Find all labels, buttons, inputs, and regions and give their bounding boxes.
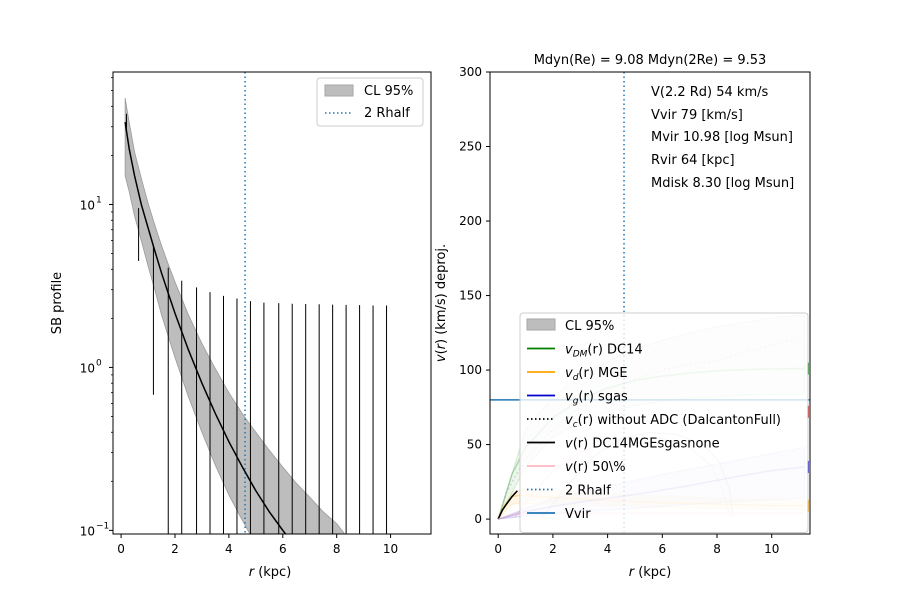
sb-confidence-band	[124, 97, 346, 534]
velocity-annotations: V(2.2 Rd) 54 km/s Vvir 79 [km/s] Mvir 10…	[651, 85, 794, 191]
velocity-xtick-label-8: 8	[713, 542, 721, 556]
sb-ytick-label-1: 10	[80, 361, 95, 375]
sb-ytick-exponent-1: 0	[96, 358, 102, 368]
annotation-v22rd: V(2.2 Rd) 54 km/s	[651, 85, 769, 100]
sb-ytick-label-0: 10	[80, 524, 95, 538]
sb-xtick-label-0: 0	[117, 542, 125, 556]
sb-legend-label-cl95: CL 95%	[364, 84, 413, 99]
velocity-legend-label-5: v(r) DC14MGEsgasnone	[565, 437, 720, 452]
sb-y-axis-label: SB profile	[50, 272, 65, 334]
velocity-ytick-label-200: 200	[459, 214, 482, 228]
velocity-ytick-label-300: 300	[459, 65, 482, 79]
annotation-mdisk: Mdisk 8.30 [log Msun]	[651, 176, 794, 191]
sb-model-line	[124, 122, 287, 534]
velocity-ytick-label-250: 250	[459, 140, 482, 154]
velocity-legend: CL 95% vDM(r) DC14 vd(r) MGE vg(r) sgas vc(r…	[519, 312, 809, 533]
sb-ytick-exponent-0: −1	[96, 521, 109, 531]
velocity-legend-label-2: vd(r) MGE	[565, 366, 628, 383]
velocity-xtick-label-0: 0	[494, 542, 502, 556]
velocity-panel: Mdyn(Re) = 9.08 Mdyn(2Re) = 9.53 0 2 4 6 8 10…	[434, 53, 811, 580]
sb-xtick-label-10: 10	[383, 542, 398, 556]
velocity-ytick-label-0: 0	[474, 512, 482, 526]
velocity-title: Mdyn(Re) = 9.08 Mdyn(2Re) = 9.53	[534, 53, 767, 68]
sb-xtick-label-2: 2	[171, 542, 179, 556]
sb-legend-label-2rhalf: 2 Rhalf	[364, 106, 410, 121]
sb-x-ticks: 0 2 4 6 8 10	[117, 534, 398, 556]
velocity-legend-label-7: 2 Rhalf	[565, 484, 611, 499]
velocity-axes-frame	[489, 71, 811, 535]
velocity-ytick-label-50: 50	[467, 438, 482, 452]
velocity-legend-label-6: v(r) 50\%	[565, 460, 626, 475]
velocity-xtick-label-10: 10	[764, 542, 779, 556]
velocity-ytick-label-150: 150	[459, 289, 482, 303]
velocity-xtick-label-6: 6	[658, 542, 666, 556]
velocity-legend-label-0: CL 95%	[565, 319, 614, 334]
velocity-legend-label-3: vg(r) sgas	[565, 390, 628, 407]
sb-legend: CL 95% 2 Rhalf	[316, 77, 424, 127]
velocity-x-ticks: 0 2 4 6 8 10	[494, 534, 779, 556]
sb-legend-patch-cl95	[324, 84, 354, 97]
annotation-mvir: Mvir 10.98 [log Msun]	[651, 130, 793, 145]
velocity-ytick-label-100: 100	[459, 363, 482, 377]
velocity-legend-label-8: Vvir	[565, 507, 591, 522]
velocity-x-axis-label: r (kpc)	[629, 565, 672, 580]
sb-xtick-label-8: 8	[333, 542, 341, 556]
annotation-vvir: Vvir 79 [km/s]	[651, 108, 743, 123]
sb-plot-area	[124, 72, 388, 534]
sb-ytick-label-2: 10	[80, 198, 95, 212]
velocity-legend-label-1: vDM(r) DC14	[565, 343, 643, 360]
velocity-xtick-label-4: 4	[604, 542, 612, 556]
sb-xtick-label-4: 4	[225, 542, 233, 556]
velocity-xtick-label-2: 2	[549, 542, 557, 556]
sb-xtick-label-6: 6	[279, 542, 287, 556]
velocity-legend-patch-0	[526, 318, 556, 331]
velocity-y-ticks: 0 50 100 150 200 250 300	[459, 65, 490, 526]
sb-ytick-exponent-2: 1	[96, 195, 102, 205]
velocity-series-4	[497, 490, 518, 520]
annotation-rvir: Rvir 64 [kpc]	[651, 153, 735, 168]
sb-x-axis-label: r (kpc)	[249, 565, 292, 580]
velocity-legend-label-4: vc(r) without ADC (DalcantonFull)	[565, 413, 781, 430]
velocity-y-axis-label: v(r) (km/s) deproj.	[434, 244, 449, 362]
velocity-legend-frame	[519, 312, 809, 533]
sb-axes-frame	[112, 71, 432, 535]
